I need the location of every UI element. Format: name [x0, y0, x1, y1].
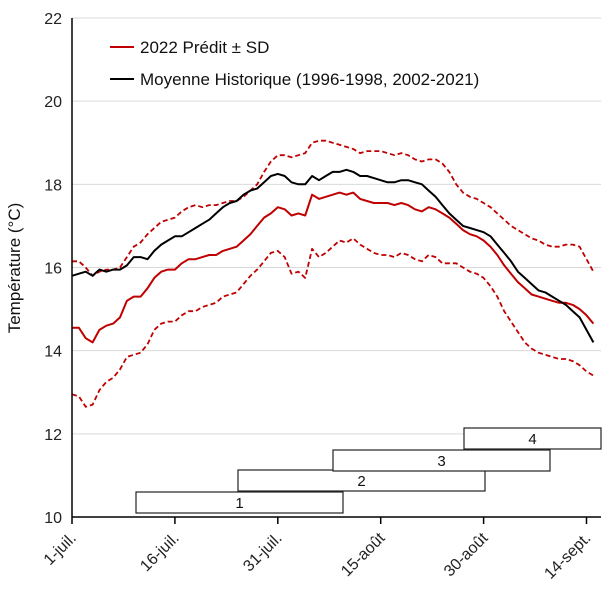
y-tick-label: 20: [44, 94, 62, 111]
legend-label-historical: Moyenne Historique (1996-1998, 2002-2021…: [140, 70, 479, 89]
period-label: 3: [437, 453, 445, 470]
series-line: [72, 191, 595, 344]
period-box: [463, 427, 602, 450]
x-tick-label: 1-juil.: [41, 530, 80, 569]
period-label: 1: [235, 495, 243, 512]
legend: 2022 Prédit ± SD Moyenne Historique (199…: [110, 38, 479, 89]
y-tick-labels: 10 12 14 16 18 20 22: [44, 11, 62, 527]
x-tick-label: 30-août: [441, 529, 492, 580]
x-tick-label: 31-juil.: [240, 530, 285, 575]
x-tick-label: 15-août: [338, 529, 389, 580]
x-tick-label: 16-juil.: [137, 530, 182, 575]
period-label: 4: [528, 431, 536, 448]
y-tick-label: 18: [44, 177, 62, 194]
period-box: [332, 449, 551, 472]
legend-label-predicted: 2022 Prédit ± SD: [140, 38, 269, 57]
y-tick-label: 16: [44, 261, 62, 278]
y-tick-label: 14: [44, 344, 62, 361]
period-box: [135, 491, 344, 514]
series-line-sd: [72, 139, 595, 277]
series-lines: [71, 139, 595, 408]
y-tick-label: 12: [44, 427, 62, 444]
x-tick-label: 14-sept.: [541, 530, 594, 583]
period-label: 2: [357, 473, 365, 490]
y-tick-label: 22: [44, 11, 62, 28]
period-boxes: 1 2 3 4: [135, 427, 602, 514]
y-axis-title: Température (°C): [5, 203, 24, 334]
y-tick-label: 10: [44, 510, 62, 527]
axes: [71, 18, 601, 524]
x-tick-labels: 1-juil. 16-juil. 31-juil. 15-août 30-août 14-…: [41, 529, 595, 582]
series-line-sd: [71, 237, 594, 408]
series-line: [71, 168, 595, 343]
